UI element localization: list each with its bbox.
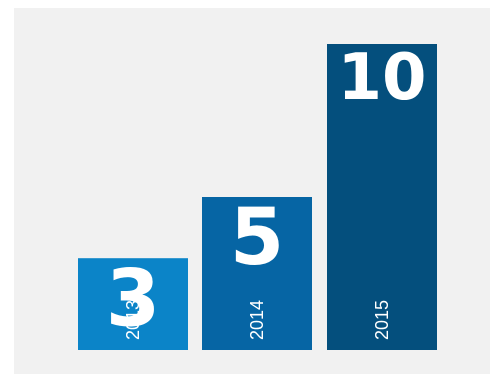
bar-2015 [327,44,437,350]
value-label-2015: 10 [337,41,426,115]
value-label-2014: 5 [230,193,284,283]
category-label-2015: 2015 [372,300,392,340]
category-label-2013: 2013 [123,300,143,340]
chart-panel: 3 2013 5 2014 10 2015 [14,8,490,374]
bar-2013 [78,258,188,350]
value-label-2013: 3 [106,254,160,344]
bar-2014 [202,197,312,350]
category-label-2014: 2014 [247,300,267,340]
